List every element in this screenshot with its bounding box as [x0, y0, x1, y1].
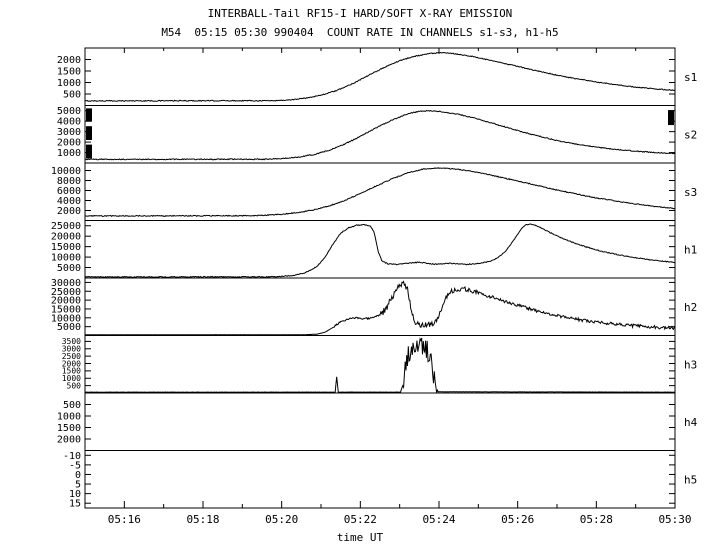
y-tick-label: 2000 — [57, 206, 81, 217]
panel-label-h4: h4 — [684, 416, 698, 429]
y-tick-label: 30000 — [51, 278, 81, 289]
saturation-mark — [668, 110, 674, 126]
x-tick-label: 05:24 — [422, 513, 455, 526]
y-tick-label: 6000 — [57, 186, 81, 197]
y-tick-label: 20000 — [51, 232, 81, 243]
y-tick-label: 3000 — [57, 127, 81, 138]
panel-label-s1: s1 — [684, 71, 697, 84]
y-tick-label: 500 — [63, 400, 81, 411]
x-tick-label: 05:18 — [186, 513, 219, 526]
y-tick-label: 1000 — [62, 374, 81, 383]
y-tick-label: 1500 — [62, 367, 81, 376]
y-tick-label: 2000 — [62, 359, 81, 368]
y-tick-label: 25000 — [51, 221, 81, 232]
y-tick-label: -5 — [69, 460, 81, 471]
panel-label-h3: h3 — [684, 358, 697, 371]
y-tick-label: 10000 — [51, 313, 81, 324]
y-tick-label: 8000 — [57, 176, 81, 187]
x-tick-label: 05:20 — [265, 513, 298, 526]
y-tick-label: 5000 — [57, 263, 81, 274]
y-tick-label: 1500 — [57, 423, 81, 434]
y-tick-label: 2000 — [57, 435, 81, 446]
y-tick-label: 2000 — [57, 55, 81, 66]
y-tick-label: 1000 — [57, 78, 81, 89]
y-tick-label: 1000 — [57, 412, 81, 423]
y-tick-label: 5000 — [57, 106, 81, 117]
y-tick-label: 0 — [75, 470, 81, 481]
y-tick-label: 10000 — [51, 166, 81, 177]
y-tick-label: 4000 — [57, 117, 81, 128]
y-tick-label: 2000 — [57, 138, 81, 149]
y-tick-label: 1000 — [57, 148, 81, 159]
y-tick-label: 10 — [69, 489, 81, 500]
chart-subtitle: M54 05:15 05:30 990404 COUNT RATE IN CHA… — [161, 26, 559, 39]
panel-label-h1: h1 — [684, 243, 697, 256]
y-tick-label: 3000 — [62, 345, 81, 354]
series-s3 — [84, 167, 676, 218]
y-tick-label: 15 — [69, 499, 81, 510]
y-tick-label: 15000 — [51, 242, 81, 253]
saturation-mark — [86, 126, 92, 140]
y-tick-label: 25000 — [51, 287, 81, 298]
series-s1 — [85, 51, 676, 102]
y-tick-label: 500 — [67, 381, 82, 390]
y-tick-label: 5000 — [57, 322, 81, 333]
y-tick-label: 1500 — [57, 67, 81, 78]
y-tick-label: 5 — [75, 480, 81, 491]
y-tick-label: 4000 — [57, 196, 81, 207]
x-tick-label: 05:22 — [344, 513, 377, 526]
panel-label-h2: h2 — [684, 301, 697, 314]
chart-title: INTERBALL-Tail RF15-I HARD/SOFT X-RAY EM… — [207, 7, 513, 20]
y-tick-label: 2500 — [62, 352, 81, 361]
y-tick-label: -10 — [63, 451, 81, 462]
panel-label-s2: s2 — [684, 128, 697, 141]
y-tick-label: 15000 — [51, 304, 81, 315]
series-s2 — [84, 109, 676, 161]
panel-label-h5: h5 — [684, 473, 697, 486]
saturation-mark — [86, 108, 92, 122]
panel-label-s3: s3 — [684, 186, 697, 199]
y-tick-label: 3500 — [62, 337, 81, 346]
x-tick-label: 05:30 — [658, 513, 691, 526]
x-tick-label: 05:28 — [580, 513, 613, 526]
x-tick-label: 05:26 — [501, 513, 534, 526]
series-h1 — [84, 223, 676, 279]
x-tick-label: 05:16 — [108, 513, 141, 526]
saturation-mark — [86, 144, 92, 159]
y-tick-label: 20000 — [51, 296, 81, 307]
y-tick-label: 10000 — [51, 253, 81, 264]
series-h2 — [84, 280, 676, 336]
x-axis-label: time UT — [336, 531, 384, 544]
series-h3 — [84, 337, 676, 393]
y-tick-label: 500 — [63, 90, 81, 101]
